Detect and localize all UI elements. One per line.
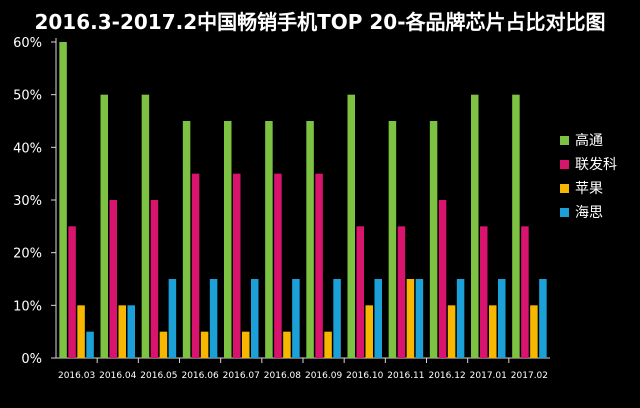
bar [118, 305, 126, 358]
legend-label: 海思 [575, 205, 603, 221]
x-tick-label: 2016.03 [58, 371, 95, 381]
bar [59, 42, 67, 358]
legend-swatch [560, 207, 569, 217]
bar [86, 331, 94, 358]
y-tick-label: 0% [21, 352, 42, 367]
x-tick-label: 2016.09 [305, 371, 342, 381]
x-tick-label: 2016.11 [387, 371, 424, 381]
bar [209, 279, 218, 358]
bar [512, 94, 520, 359]
bar [150, 200, 159, 358]
bar [68, 226, 76, 358]
x-tick-label: 2016.12 [428, 371, 465, 381]
bar [315, 173, 323, 358]
bar [456, 279, 465, 358]
bar [251, 279, 259, 358]
bar [191, 173, 200, 358]
bar [265, 121, 273, 358]
x-tick-label: 2016.08 [264, 371, 301, 381]
x-tick-label: 2016.10 [346, 371, 383, 381]
bar [365, 305, 373, 358]
y-tick-label: 40% [13, 141, 42, 156]
x-tick-label: 2016.05 [140, 371, 177, 381]
bar [347, 94, 355, 359]
x-tick-label: 2016.04 [99, 371, 136, 381]
bar [471, 94, 479, 359]
bar [200, 331, 209, 358]
chart-title: 2016.3-2017.2中国畅销手机TOP 20-各品牌芯片占比对比图 [34, 10, 606, 34]
bar [233, 173, 241, 358]
bar [182, 121, 191, 358]
bar [374, 279, 382, 358]
bar [292, 279, 300, 358]
bar [447, 305, 456, 358]
x-tick-label: 2016.07 [223, 371, 260, 381]
legend-swatch [560, 135, 569, 145]
bar [127, 305, 135, 358]
legend-item-qualcomm: 高通 [560, 128, 617, 152]
y-tick-label: 10% [13, 299, 42, 314]
bar [530, 305, 538, 358]
bar [480, 226, 488, 358]
legend-item-apple: 苹果 [560, 176, 617, 200]
bar [521, 226, 529, 358]
bar [141, 94, 150, 359]
legend-item-mediatek: 联发科 [560, 152, 617, 176]
legend-swatch [560, 183, 569, 193]
bar [283, 331, 291, 358]
bar [356, 226, 364, 358]
legend-label: 高通 [575, 133, 603, 149]
bar [168, 279, 177, 358]
bar [406, 279, 415, 358]
bar [224, 121, 232, 358]
bar [242, 331, 250, 358]
bar [429, 121, 438, 358]
bar [498, 279, 506, 358]
bar [438, 200, 447, 358]
bar [539, 279, 547, 358]
bar [388, 121, 397, 358]
x-tick-label: 2016.06 [181, 371, 218, 381]
legend-label: 苹果 [575, 181, 603, 197]
bar [159, 331, 168, 358]
bar [489, 305, 497, 358]
legend-label: 联发科 [575, 157, 617, 173]
bar [333, 279, 341, 358]
chart-legend: 高通 联发科 苹果 海思 [560, 128, 617, 224]
bar [397, 226, 406, 358]
x-tick-label: 2017.02 [511, 371, 548, 381]
y-tick-label: 20% [13, 247, 42, 262]
bar [415, 279, 424, 358]
bar [77, 305, 85, 358]
legend-item-hisilicon: 海思 [560, 200, 617, 224]
bar [109, 200, 117, 358]
y-tick-label: 50% [13, 89, 42, 104]
x-tick-label: 2017.01 [470, 371, 507, 381]
bar [274, 173, 282, 358]
y-tick-label: 60% [13, 36, 42, 51]
bar [324, 331, 332, 358]
y-tick-label: 30% [13, 194, 42, 209]
bar [306, 121, 314, 358]
bar [100, 94, 108, 359]
legend-swatch [560, 159, 569, 169]
